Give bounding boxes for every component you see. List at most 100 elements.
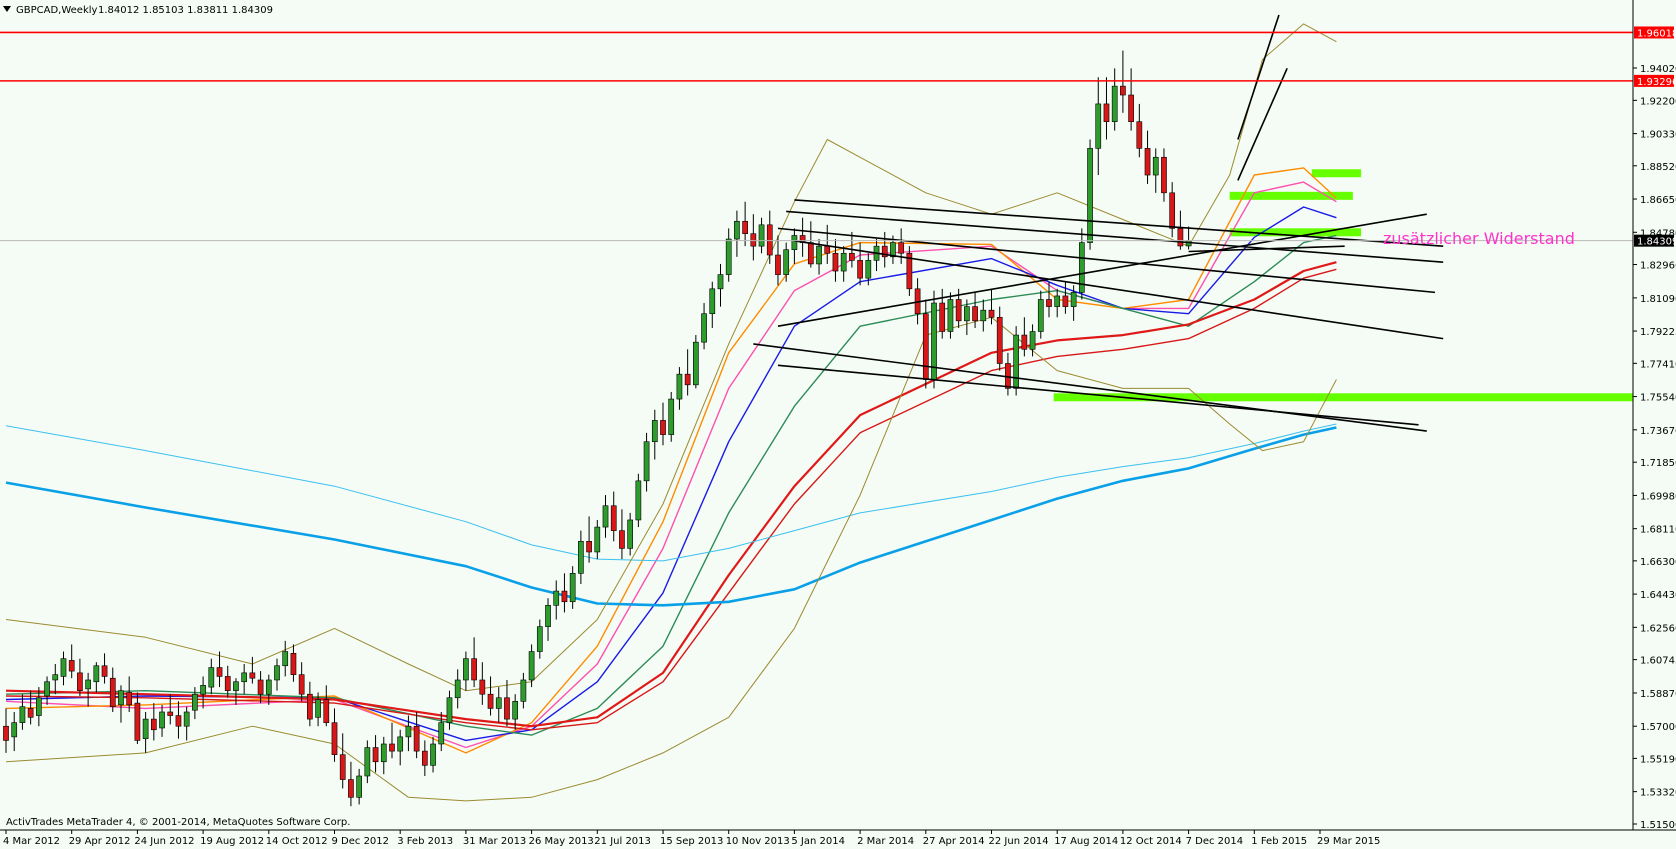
candle <box>438 711 445 752</box>
trendlines <box>753 14 1444 432</box>
trendline-0 <box>753 343 1427 432</box>
candle <box>93 662 100 693</box>
candle <box>282 640 289 677</box>
candle-body <box>265 679 272 695</box>
candle-body <box>651 420 658 443</box>
candle-body <box>660 420 666 435</box>
candle-body <box>1070 292 1077 307</box>
candle-body <box>1054 295 1061 307</box>
candle <box>980 299 987 332</box>
time-tick-label: 12 Oct 2014 <box>1120 836 1182 847</box>
candle <box>651 409 658 460</box>
candle <box>11 711 18 752</box>
candle-body <box>758 224 765 247</box>
candle-body <box>619 530 625 549</box>
candle-body <box>208 667 215 688</box>
candle-body <box>85 679 91 690</box>
candle-body <box>93 665 100 683</box>
candle-body <box>635 480 642 521</box>
candle-body <box>980 309 987 322</box>
time-tick-label: 4 Mar 2012 <box>3 836 60 847</box>
candle <box>988 288 995 325</box>
candle-body <box>627 519 633 549</box>
triangle-down-icon[interactable] <box>3 6 11 12</box>
candle <box>857 242 863 286</box>
candle-body <box>569 573 576 603</box>
candle-body <box>939 302 946 332</box>
candle <box>454 669 461 709</box>
candle <box>60 651 67 686</box>
current-price-tag <box>1634 234 1674 247</box>
candle <box>520 672 527 709</box>
candle-body <box>816 245 822 265</box>
candle <box>660 402 666 446</box>
candle <box>1144 130 1151 184</box>
candle-body <box>19 706 26 723</box>
candle <box>791 228 798 264</box>
time-tick-label: 24 Jun 2012 <box>134 836 194 847</box>
candle <box>742 201 748 247</box>
price-axis: 1.94020 1.92200 1.90330 1.88520 1.86650 1.847… <box>1633 64 1676 831</box>
candle-body <box>290 653 297 675</box>
candle <box>1070 285 1077 321</box>
candle-body <box>1128 94 1134 122</box>
candle <box>545 598 551 641</box>
candle-body <box>1103 103 1110 122</box>
candle-body <box>881 245 888 258</box>
time-tick-label: 5 Jan 2014 <box>791 836 845 847</box>
candle <box>68 644 75 679</box>
candle-body <box>175 715 182 727</box>
candle <box>569 566 576 609</box>
price-tick-label: 1.51500 <box>1640 820 1676 831</box>
candle-body <box>717 274 724 290</box>
candle <box>348 761 354 807</box>
time-tick-label: 27 Apr 2014 <box>923 836 985 847</box>
indicator-line-8 <box>5 23 1337 692</box>
support-band-2 <box>1229 191 1353 200</box>
candle-body <box>241 672 248 683</box>
candle <box>536 619 543 659</box>
candle-body <box>1161 156 1167 194</box>
candle <box>1013 326 1019 396</box>
candle <box>766 210 773 264</box>
candle-body <box>947 299 954 332</box>
candle <box>1120 50 1126 113</box>
indicator-line-2 <box>5 206 1337 742</box>
candle <box>931 290 937 389</box>
candle <box>734 210 740 257</box>
price-tick-label: 1.69980 <box>1640 491 1676 502</box>
resistance-tag-1 <box>1634 74 1674 87</box>
candle <box>323 685 330 727</box>
candle <box>1111 68 1118 131</box>
candle <box>750 214 757 261</box>
candle-body <box>840 252 847 272</box>
candle-body <box>192 693 198 711</box>
candle-body <box>1177 228 1184 247</box>
candle-body <box>996 316 1003 364</box>
price-tick-label: 1.84780 <box>1640 228 1676 239</box>
candle-body <box>725 238 732 275</box>
candle-body <box>988 309 995 318</box>
candle-body <box>224 676 231 691</box>
candle <box>463 651 469 691</box>
trendline-5 <box>794 240 1444 340</box>
candle <box>619 509 625 560</box>
candle <box>1021 317 1028 357</box>
candle-body <box>791 235 798 251</box>
candle <box>594 519 601 560</box>
indicator-line-9 <box>5 316 1337 802</box>
price-tick-label: 1.82966 <box>1640 261 1676 272</box>
candle <box>126 676 133 712</box>
candle <box>898 228 905 264</box>
candle-body <box>134 702 141 741</box>
candle-body <box>742 220 748 235</box>
candle <box>167 694 174 725</box>
candle-body <box>101 665 108 677</box>
candle <box>150 703 157 741</box>
price-tick-label: 1.66300 <box>1640 557 1676 568</box>
time-tick-label: 21 Jul 2013 <box>594 836 651 847</box>
candle <box>840 246 847 282</box>
candle-body <box>274 665 280 681</box>
time-tick-label: 22 Jun 2014 <box>989 836 1049 847</box>
